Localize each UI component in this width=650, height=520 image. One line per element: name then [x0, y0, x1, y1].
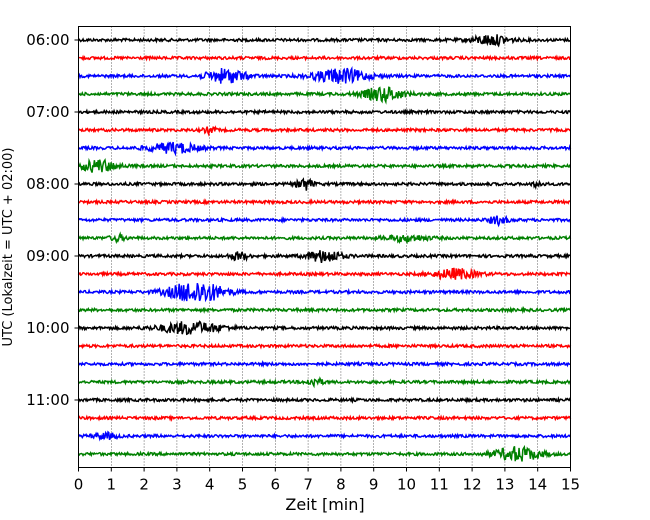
- trace-line: [78, 214, 571, 228]
- trace-line: [78, 86, 571, 105]
- x-tick-label: 6: [271, 476, 281, 494]
- x-tick-label: 12: [463, 476, 482, 494]
- trace-line: [77, 198, 571, 206]
- x-tick-label: 1: [107, 476, 117, 494]
- trace-line: [77, 342, 572, 350]
- x-tick-label: 5: [238, 476, 248, 494]
- x-tick-label: 3: [172, 476, 182, 494]
- trace-line: [77, 306, 571, 315]
- y-axis-ticks: 06:00 07:00 08:00 09:00 10:00 11:00: [26, 31, 79, 409]
- trace-line: [77, 376, 571, 389]
- trace-line: [78, 396, 572, 405]
- plot-frame: [78, 26, 571, 468]
- y-axis-label: UTC (Lokalzeit = UTC + 02:00): [1, 148, 16, 347]
- y-tick-label: 06:00: [26, 31, 69, 49]
- x-axis-ticks: 0 1 2 3 4 5 6 7 8 9 10 11 12 13 14 15: [74, 467, 580, 494]
- trace-line: [77, 320, 571, 336]
- trace-line: [77, 177, 571, 191]
- trace-line: [77, 414, 572, 423]
- x-tick-label: 13: [495, 476, 514, 494]
- y-tick-label: 07:00: [26, 103, 69, 121]
- trace-line: [77, 359, 571, 369]
- seismic-traces: [77, 33, 572, 462]
- x-tick-label: 14: [528, 476, 547, 494]
- trace-line: [78, 54, 571, 62]
- trace-line: [77, 65, 572, 85]
- y-tick-label: 11:00: [26, 391, 69, 409]
- y-tick-label: 10:00: [26, 319, 69, 337]
- trace-line: [78, 125, 572, 137]
- trace-line: [77, 282, 572, 303]
- trace-line: [78, 231, 572, 245]
- x-tick-label: 2: [139, 476, 149, 494]
- trace-line: [77, 141, 572, 157]
- x-tick-label: 10: [397, 476, 416, 494]
- trace-line: [78, 108, 572, 116]
- trace-line: [78, 157, 571, 173]
- trace-line: [77, 33, 571, 48]
- x-tick-label: 4: [205, 476, 215, 494]
- y-tick-label: 09:00: [26, 247, 69, 265]
- x-tick-label: 11: [430, 476, 449, 494]
- x-tick-label: 7: [303, 476, 313, 494]
- x-tick-label: 8: [336, 476, 346, 494]
- x-tick-label: 0: [74, 476, 84, 494]
- x-tick-label: 9: [369, 476, 379, 494]
- trace-line: [78, 430, 571, 442]
- trace-line: [77, 250, 571, 264]
- trace-line: [77, 444, 572, 462]
- y-tick-label: 08:00: [26, 175, 69, 193]
- trace-line: [77, 267, 572, 281]
- x-tick-label: 15: [561, 476, 580, 494]
- x-axis-label: Zeit [min]: [285, 495, 364, 514]
